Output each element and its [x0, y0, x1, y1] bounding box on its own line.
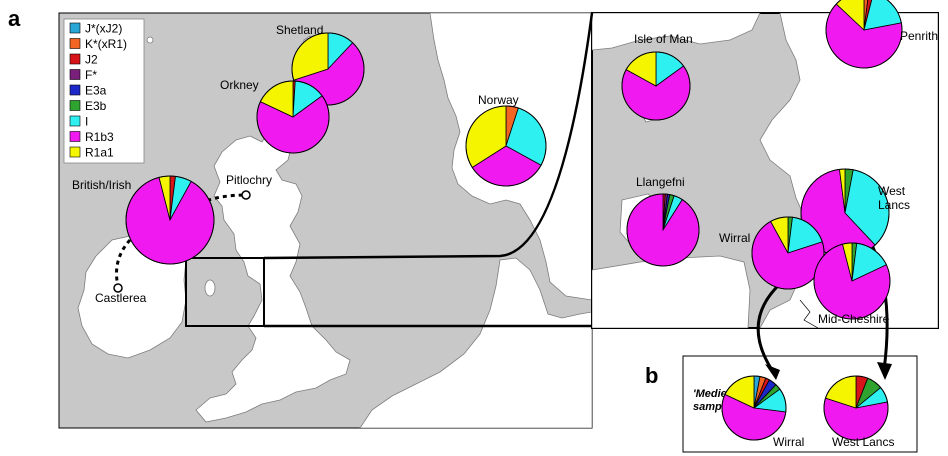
legend-label: K*(xR1)	[85, 37, 127, 51]
pie-llangefni	[626, 193, 700, 267]
legend-swatch	[69, 53, 81, 65]
label-pitlochry: Pitlochry	[226, 173, 272, 187]
label-castlerea: Castlerea	[95, 291, 147, 305]
island-speck	[146, 36, 154, 44]
legend-swatch	[69, 131, 81, 142]
label-llangefni: Llangefni	[636, 175, 685, 189]
label-shetland: Shetland	[276, 23, 323, 37]
pie-outline	[621, 51, 691, 121]
legend-label: I	[85, 115, 88, 129]
legend-swatch	[69, 115, 81, 127]
pie-outline	[825, 0, 903, 69]
legend-swatch	[69, 69, 81, 80]
pie-outline	[751, 216, 825, 290]
legend-label: J*(xJ2)	[85, 22, 122, 36]
label-orkney: Orkney	[220, 78, 259, 92]
pie-charts	[125, 0, 903, 441]
pie-outline	[465, 105, 547, 187]
pie-outline	[256, 80, 330, 154]
inset-wales-landmass	[592, 255, 751, 328]
legend-swatch	[69, 100, 81, 111]
legend-label: E3b	[85, 99, 107, 113]
pie-outline	[721, 375, 787, 441]
legend-label: R1b3	[85, 130, 114, 144]
pie-outline	[823, 375, 889, 441]
legend-swatch	[69, 146, 81, 158]
label-medieval-wirral: Wirral	[773, 435, 804, 449]
label-mid-cheshire: Mid-Cheshire	[818, 312, 890, 326]
pitlochry-marker	[241, 190, 251, 200]
legend-label: E3a	[85, 84, 107, 98]
legend-label: F*	[85, 68, 97, 82]
label-isle-of-man: Isle of Man	[634, 32, 693, 46]
legend-swatch	[69, 22, 81, 34]
arrow-wirral-to-medieval	[756, 280, 784, 371]
route-to-castlerea	[115, 238, 132, 287]
legend-swatch	[69, 38, 81, 49]
castlerea-marker	[113, 283, 123, 293]
legend-label: J2	[85, 53, 98, 67]
pie-slice-k-xr1	[863, 0, 869, 31]
pie-outline	[291, 32, 365, 106]
label-medieval-west-lancs: West Lancs	[832, 435, 894, 449]
isle-of-man-landmass	[204, 279, 216, 297]
inset-scotland-landmass	[592, 13, 761, 51]
pie-penrith	[825, 0, 903, 69]
pie-mid-cheshire	[813, 242, 891, 320]
continental-europe-landmass	[359, 257, 592, 428]
pie-british-irish	[125, 175, 215, 265]
zoom-connector-top	[263, 12, 594, 260]
county-boundary	[799, 299, 819, 328]
label-west: West	[878, 184, 906, 198]
arrow-head-lancs	[877, 362, 892, 380]
pie-medieval-west-lancs	[823, 375, 889, 441]
label-penrith: Penrith	[900, 29, 938, 43]
pie-outline	[813, 242, 891, 320]
pie-west-lancs	[800, 168, 890, 258]
pie-orkney	[256, 80, 330, 154]
panel-label-b: b	[645, 363, 658, 388]
label-norway: Norway	[478, 93, 519, 107]
great-britain-landmass	[195, 129, 351, 423]
arrow-head-wirral	[765, 364, 780, 380]
pie-outline	[626, 193, 700, 267]
pie-outline	[125, 175, 215, 265]
panel-label-a: a	[8, 6, 21, 31]
label-british-irish: British/Irish	[72, 178, 131, 192]
pie-wirral	[751, 216, 825, 290]
pie-medieval-wirral	[721, 375, 787, 441]
legend-label: R1a1	[85, 146, 114, 160]
legend-swatch	[69, 84, 81, 96]
zoom-region-outline	[185, 257, 265, 327]
pie-isle-of-man	[621, 51, 691, 121]
pie-norway	[465, 105, 547, 187]
label-lancs: Lancs	[878, 198, 910, 212]
label-wirral: Wirral	[719, 231, 750, 245]
